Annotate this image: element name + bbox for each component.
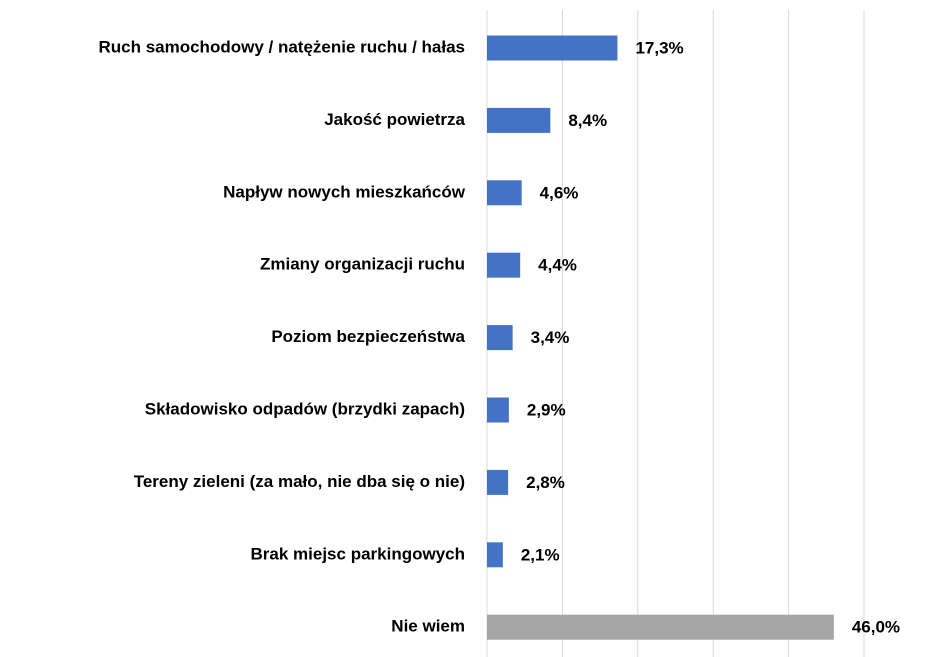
bar	[487, 469, 509, 495]
y-tick-label: Tereny zieleni (za mało, nie dba się o n…	[134, 472, 465, 491]
data-label: 46,0%	[852, 618, 900, 637]
data-label: 17,3%	[635, 38, 683, 57]
data-label: 2,8%	[526, 473, 565, 492]
data-label: 8,4%	[568, 111, 607, 130]
y-tick-label: Nie wiem	[391, 617, 465, 636]
bar	[487, 180, 522, 206]
bar	[487, 252, 521, 278]
y-tick-label: Napływ nowych mieszkańców	[223, 182, 466, 201]
data-label: 4,6%	[540, 183, 579, 202]
bar	[487, 325, 513, 351]
bar	[487, 542, 503, 568]
y-tick-label: Brak miejsc parkingowych	[251, 544, 465, 563]
y-tick-label: Poziom bezpieczeństwa	[271, 327, 465, 346]
bar	[487, 397, 509, 423]
data-label: 4,4%	[538, 256, 577, 275]
data-label: 3,4%	[531, 328, 570, 347]
bar	[487, 107, 551, 133]
bar	[487, 614, 834, 640]
y-tick-label: Składowisko odpadów (brzydki zapach)	[145, 399, 465, 418]
data-label: 2,9%	[527, 400, 566, 419]
y-tick-label: Zmiany organizacji ruchu	[260, 255, 465, 274]
y-tick-label: Jakość powietrza	[324, 110, 465, 129]
bar	[487, 35, 618, 61]
data-label: 2,1%	[521, 545, 560, 564]
y-tick-label: Ruch samochodowy / natężenie ruchu / hał…	[98, 37, 465, 56]
